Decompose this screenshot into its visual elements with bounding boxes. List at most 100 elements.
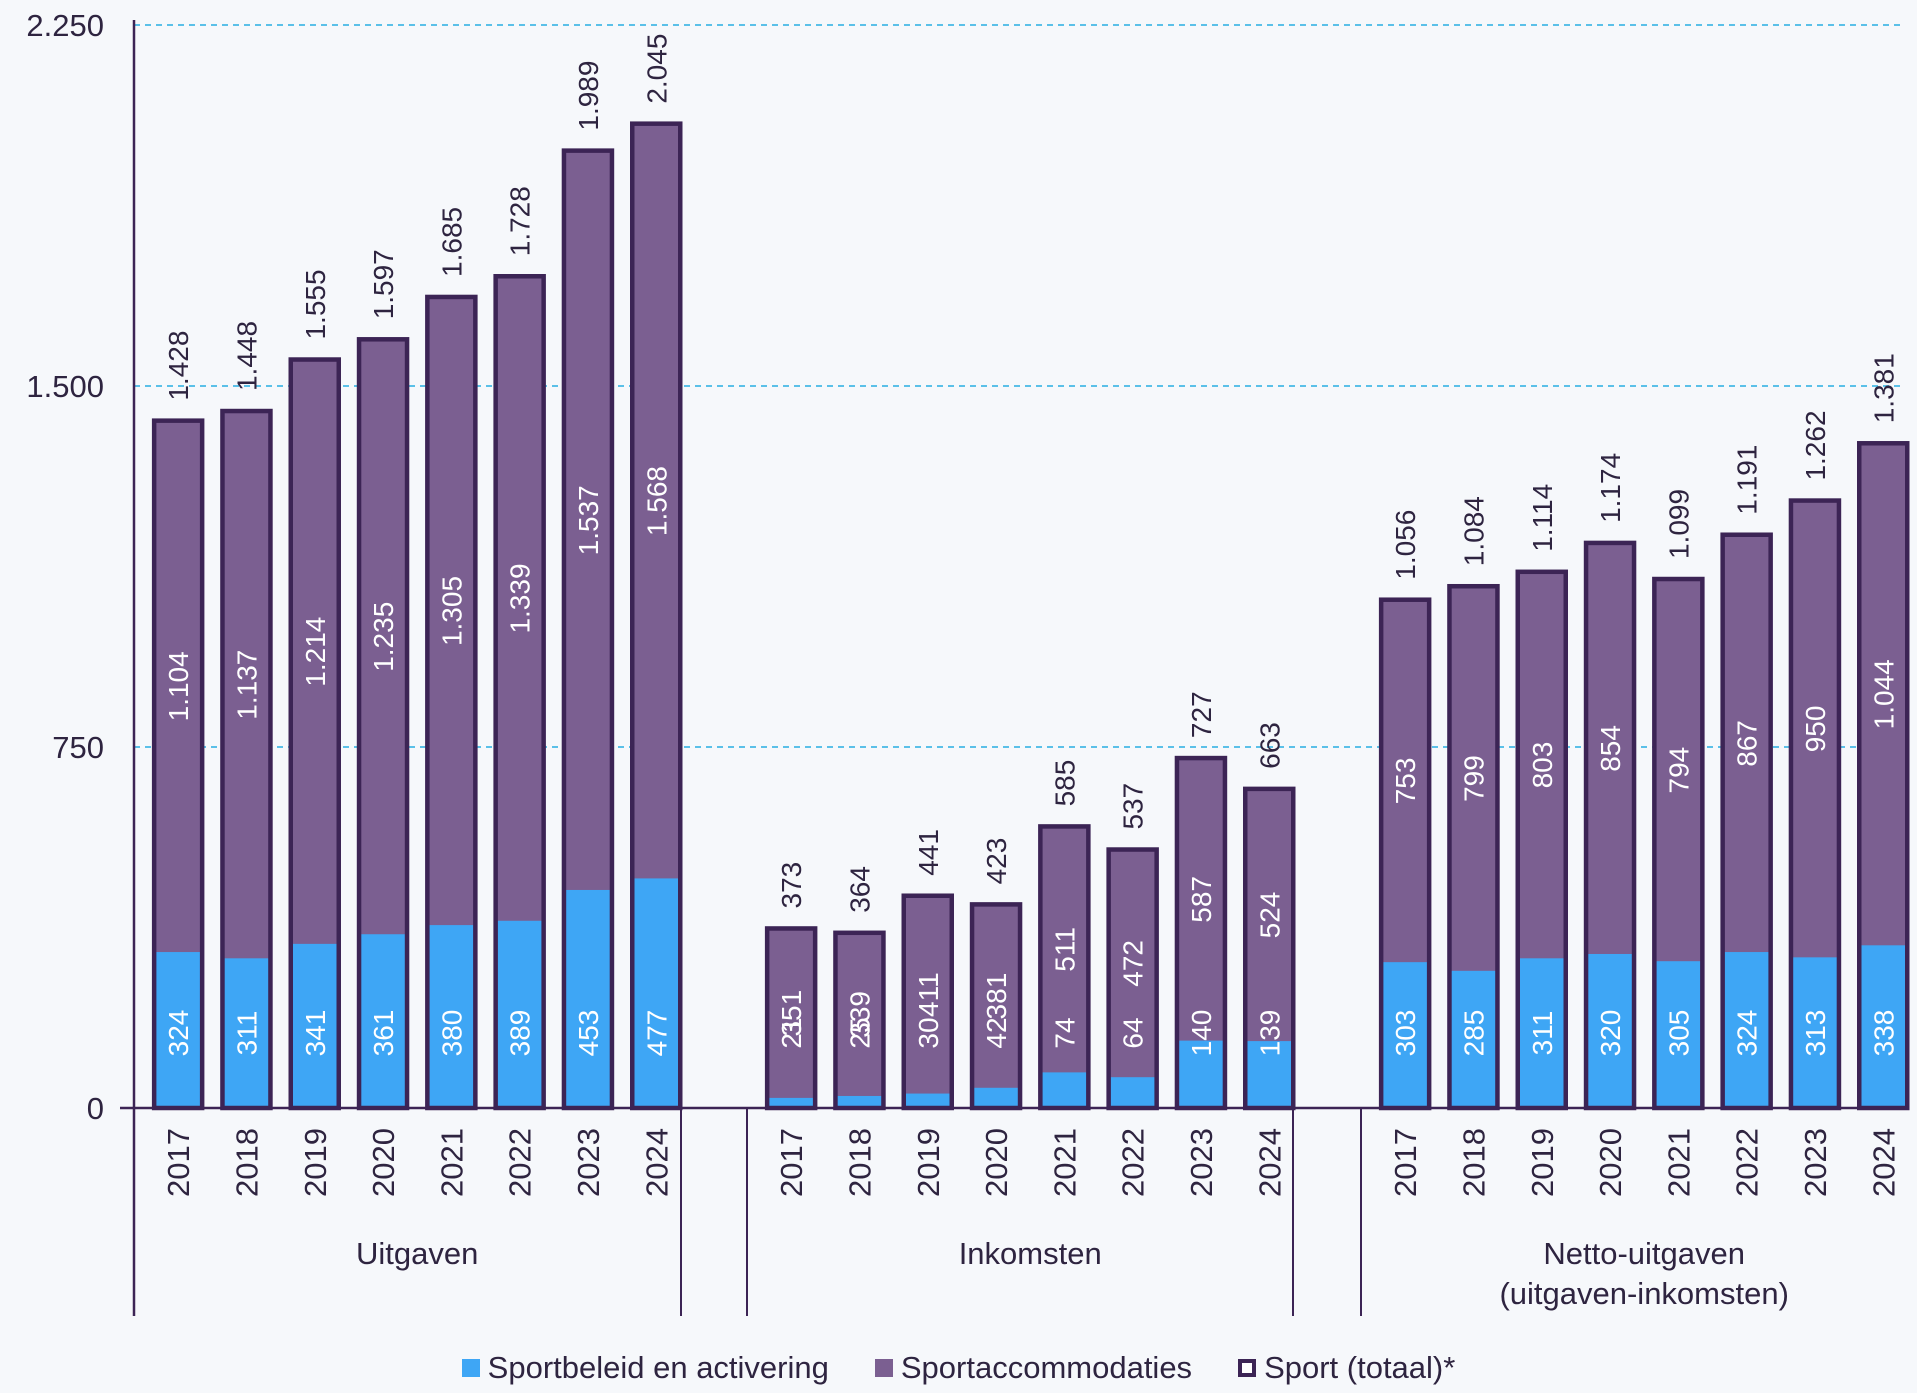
- data-label-sport-totaal: 1.555: [300, 269, 331, 339]
- bar-sportbeleid: [1586, 953, 1635, 1108]
- data-label-sportbeleid: 361: [368, 1010, 399, 1057]
- group-label: Inkomsten: [959, 1236, 1102, 1271]
- bar-sportbeleid: [1040, 1072, 1089, 1108]
- x-tick-label: 2021: [434, 1128, 469, 1197]
- data-label-sportbeleid: 139: [1254, 1010, 1285, 1057]
- bar-sport-totaal-outline: [969, 902, 1023, 1111]
- data-label-sport-totaal: 1.685: [436, 207, 467, 277]
- data-label-sportbeleid: 324: [1732, 1010, 1763, 1057]
- data-label-sportbeleid: 453: [573, 1010, 604, 1057]
- bar-sportbeleid: [1790, 957, 1839, 1108]
- x-tick-label: 2017: [161, 1128, 196, 1197]
- bar-sportaccommodaties: [767, 928, 816, 1108]
- data-label-sportaccommodaties: 1.104: [163, 651, 194, 721]
- data-label-sportaccommodaties: 339: [844, 991, 875, 1038]
- legend: Sportbeleid en activering Sportaccommoda…: [0, 1348, 1917, 1388]
- x-tick-label: 2020: [1593, 1128, 1628, 1197]
- x-tick-label: 2020: [979, 1128, 1014, 1197]
- x-tick-label: 2023: [1798, 1128, 1833, 1197]
- x-tick-label: 2017: [774, 1128, 809, 1197]
- data-label-sportbeleid: 338: [1868, 1010, 1899, 1057]
- x-tick-label: 2024: [1866, 1128, 1901, 1197]
- bar-sport-totaal-outline: [561, 148, 615, 1111]
- bar-sportaccommodaties: [903, 895, 952, 1108]
- data-label-sport-totaal: 1.597: [368, 249, 399, 319]
- bar-sportbeleid: [1245, 1041, 1294, 1108]
- bar-sport-totaal-outline: [1720, 532, 1773, 1111]
- x-tick-label: 2018: [842, 1128, 877, 1197]
- bar-sportbeleid: [1381, 962, 1430, 1108]
- bar-sport-totaal-outline: [764, 926, 818, 1111]
- x-tick-label: 2024: [1252, 1128, 1287, 1197]
- data-label-sportaccommodaties: 867: [1732, 720, 1763, 767]
- data-label-sport-totaal: 663: [1254, 722, 1285, 769]
- data-label-sportbeleid: 477: [641, 1010, 672, 1057]
- data-label-sportbeleid: 313: [1800, 1010, 1831, 1057]
- data-label-sportbeleid: 389: [505, 1010, 536, 1057]
- bar-sportbeleid: [1654, 961, 1703, 1108]
- bar-sportaccommodaties: [835, 932, 884, 1108]
- bar-sportbeleid: [427, 925, 476, 1108]
- x-tick-label: 2017: [1388, 1128, 1423, 1197]
- data-label-sport-totaal: 364: [844, 866, 875, 913]
- bar-sportbeleid: [1859, 945, 1908, 1108]
- bar-sportaccommodaties: [972, 904, 1021, 1108]
- bar-sport-totaal-outline: [1652, 576, 1705, 1111]
- data-label-sport-totaal: 1.381: [1868, 353, 1899, 423]
- x-tick-label: 2023: [1184, 1128, 1219, 1197]
- bar-sport-totaal-outline: [1447, 583, 1500, 1111]
- bar-sport-totaal-outline: [356, 337, 410, 1111]
- data-label-sportaccommodaties: 799: [1458, 755, 1489, 802]
- bar-sportaccommodaties: [1108, 849, 1157, 1108]
- data-label-sportbeleid: 74: [1049, 1017, 1080, 1048]
- x-tick-label: 2022: [503, 1128, 538, 1197]
- data-label-sportaccommodaties: 1.537: [573, 485, 604, 555]
- x-tick-label: 2021: [1661, 1128, 1696, 1197]
- x-tick-label: 2020: [366, 1128, 401, 1197]
- data-label-sportaccommodaties: 1.214: [300, 617, 331, 687]
- bar-sportbeleid: [1722, 952, 1771, 1108]
- legend-swatch-sport-totaal: [1238, 1359, 1257, 1377]
- x-tick-label: 2023: [571, 1128, 606, 1197]
- y-tick-label: 750: [52, 730, 104, 765]
- data-label-sportbeleid: 341: [300, 1010, 331, 1057]
- data-label-sportaccommodaties: 381: [981, 973, 1012, 1020]
- bar-sportaccommodaties: [1040, 826, 1089, 1108]
- data-label-sport-totaal: 1.174: [1595, 453, 1626, 523]
- data-label-sportaccommodaties: 1.044: [1868, 659, 1899, 729]
- x-tick-label: 2024: [639, 1128, 674, 1197]
- data-label-sport-totaal: 1.191: [1732, 445, 1763, 515]
- bar-sport-totaal-outline: [833, 930, 886, 1111]
- bar-sportbeleid: [563, 889, 612, 1108]
- bar-sportbeleid: [359, 934, 408, 1108]
- data-label-sportbeleid: 42: [981, 1017, 1012, 1048]
- group-label: Netto-uitgaven: [1543, 1236, 1745, 1271]
- data-label-sportbeleid: 380: [436, 1010, 467, 1057]
- bar-sport-totaal-outline: [901, 893, 954, 1111]
- data-label-sport-totaal: 423: [981, 838, 1012, 885]
- bar-sport-totaal-outline: [493, 274, 546, 1111]
- data-label-sportaccommodaties: 411: [913, 972, 944, 1017]
- data-label-sportaccommodaties: 511: [1049, 927, 1080, 972]
- data-label-sport-totaal: 727: [1186, 691, 1217, 738]
- bar-sportbeleid: [1449, 970, 1498, 1108]
- bar-sport-totaal-outline: [1378, 597, 1432, 1111]
- bar-sportbeleid: [154, 952, 203, 1108]
- data-label-sport-totaal: 1.728: [505, 186, 536, 256]
- data-label-sportaccommodaties: 351: [776, 990, 807, 1037]
- legend-swatch-sportaccommodaties: [874, 1359, 893, 1377]
- data-label-sportbeleid: 30: [913, 1017, 944, 1048]
- legend-item-sport-totaal: Sport (totaal)*: [1238, 1350, 1455, 1386]
- chart-canvas: 0 750 1.500 2.250 324 1.104 1.428 2017 311 1.137 1…: [26, 8, 1910, 1316]
- data-label-sport-totaal: 585: [1049, 760, 1080, 807]
- y-tick-label: 1.500: [26, 369, 104, 404]
- legend-label-sportbeleid: Sportbeleid en activering: [487, 1350, 829, 1385]
- bar-sport-totaal-outline: [1583, 540, 1637, 1111]
- data-label-sportaccommodaties: 950: [1800, 706, 1831, 753]
- bar-sportbeleid: [972, 1087, 1021, 1108]
- data-label-sport-totaal: 373: [776, 862, 807, 909]
- data-label-sportbeleid: 140: [1186, 1010, 1217, 1057]
- x-tick-label: 2019: [1525, 1128, 1560, 1197]
- data-label-sportaccommodaties: 472: [1118, 940, 1149, 987]
